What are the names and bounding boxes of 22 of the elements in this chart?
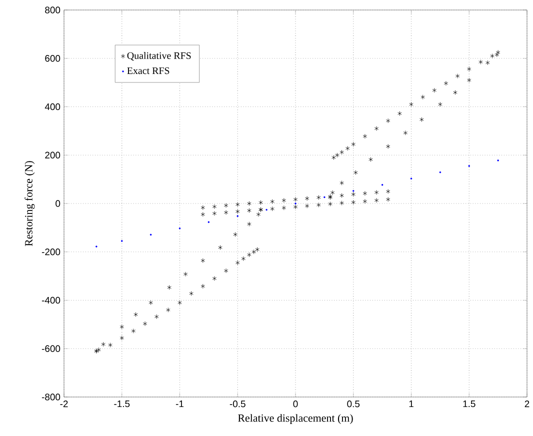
y-tick-label: 600 <box>45 55 60 62</box>
x-tick-label: 1.5 <box>463 400 476 408</box>
y-tick-label: 200 <box>45 152 60 158</box>
y-tick-label: 800 <box>45 6 60 14</box>
x-tick-label: 0 <box>293 400 298 408</box>
y-axis-title: Restoring force (N) <box>24 161 35 246</box>
x-tick-label: -0.5 <box>230 400 246 408</box>
x-tick-label: 2 <box>524 400 530 408</box>
x-axis-title: Relative displacement (m) <box>238 414 353 424</box>
y-tick-label: 400 <box>44 103 60 110</box>
x-tick-label: 0.5 <box>347 400 360 408</box>
x-tick-label: 1 <box>409 400 414 408</box>
legend-label: Qualitative RFS <box>127 52 191 61</box>
x-tick-label: -1.5 <box>114 400 130 408</box>
legend-label: Exact RFS <box>127 67 170 74</box>
y-tick-label: -800 <box>42 394 60 400</box>
y-tick-label: -200 <box>42 248 60 256</box>
y-tick-label: 0 <box>56 200 60 207</box>
x-tick-label: -2 <box>60 400 68 408</box>
y-tick-label: -600 <box>42 345 60 352</box>
y-tick-label: -400 <box>42 296 60 304</box>
x-tick-label: -1 <box>176 400 184 408</box>
